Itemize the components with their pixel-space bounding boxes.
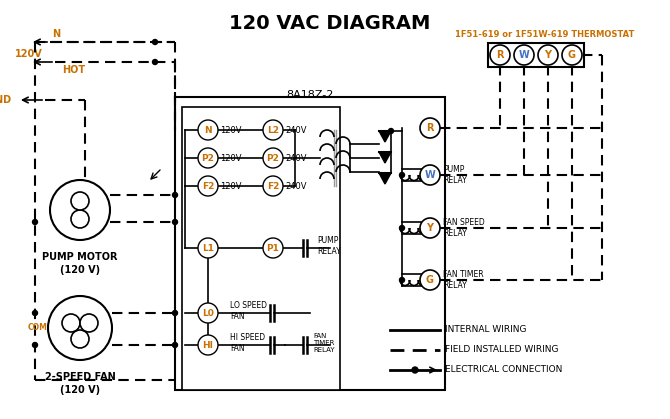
Text: Y: Y (545, 50, 551, 60)
Circle shape (412, 367, 418, 373)
Text: N: N (52, 29, 60, 39)
Text: 1F51-619 or 1F51W-619 THERMOSTAT: 1F51-619 or 1F51W-619 THERMOSTAT (456, 30, 634, 39)
Text: G: G (568, 50, 576, 60)
Circle shape (198, 335, 218, 355)
Circle shape (50, 180, 110, 240)
Text: N: N (204, 126, 212, 134)
Circle shape (71, 330, 89, 348)
Circle shape (172, 220, 178, 225)
Text: PUMP
RELAY: PUMP RELAY (317, 236, 341, 256)
Text: R: R (426, 123, 433, 133)
Text: HI SPEED
FAN: HI SPEED FAN (230, 333, 265, 353)
Circle shape (263, 238, 283, 258)
Bar (488, 43, 584, 67)
Text: R: R (496, 50, 504, 60)
Text: 120V: 120V (220, 153, 241, 163)
Text: 240V: 240V (285, 153, 306, 163)
Circle shape (48, 296, 112, 360)
Text: L2: L2 (267, 126, 279, 134)
Text: LO: LO (68, 334, 78, 340)
Text: 8A18Z-2: 8A18Z-2 (286, 90, 334, 100)
Text: COM: COM (28, 323, 48, 333)
Circle shape (62, 314, 80, 332)
Circle shape (198, 303, 218, 323)
Text: 120 VAC DIAGRAM: 120 VAC DIAGRAM (229, 14, 431, 33)
Circle shape (399, 173, 405, 178)
Circle shape (399, 277, 405, 282)
Circle shape (198, 176, 218, 196)
Text: G: G (426, 275, 434, 285)
Circle shape (263, 148, 283, 168)
Text: FAN TIMER
RELAY: FAN TIMER RELAY (443, 270, 484, 290)
Text: LO SPEED
FAN: LO SPEED FAN (230, 301, 267, 321)
Text: F2: F2 (202, 181, 214, 191)
Text: HI: HI (85, 320, 93, 326)
Text: W: W (425, 170, 436, 180)
Bar (175, 97, 445, 390)
Circle shape (153, 59, 157, 65)
Circle shape (172, 342, 178, 347)
Circle shape (71, 210, 89, 228)
Circle shape (399, 225, 405, 230)
Text: 120V: 120V (220, 126, 241, 134)
Circle shape (153, 39, 157, 44)
Text: 240V: 240V (285, 126, 306, 134)
Text: 120V: 120V (220, 181, 241, 191)
Text: ELECTRICAL CONNECTION: ELECTRICAL CONNECTION (445, 365, 562, 375)
Text: W: W (519, 50, 529, 60)
Text: HOT: HOT (62, 65, 85, 75)
Bar (182, 107, 340, 390)
Polygon shape (379, 152, 391, 163)
Text: P2: P2 (267, 153, 279, 163)
Text: F2: F2 (267, 181, 279, 191)
Circle shape (33, 310, 38, 316)
Text: 2-SPEED FAN
(120 V): 2-SPEED FAN (120 V) (45, 372, 115, 395)
Text: FIELD INSTALLED WIRING: FIELD INSTALLED WIRING (445, 346, 559, 354)
Circle shape (490, 45, 510, 65)
Circle shape (198, 148, 218, 168)
Circle shape (33, 342, 38, 347)
Circle shape (263, 176, 283, 196)
Text: 120V: 120V (15, 49, 43, 59)
Text: L0: L0 (202, 308, 214, 318)
Circle shape (420, 218, 440, 238)
Circle shape (71, 192, 89, 210)
Polygon shape (379, 131, 391, 142)
Circle shape (538, 45, 558, 65)
Polygon shape (379, 173, 391, 184)
Circle shape (263, 120, 283, 140)
Text: HI: HI (202, 341, 214, 349)
Circle shape (420, 270, 440, 290)
Text: PUMP MOTOR
(120 V): PUMP MOTOR (120 V) (42, 252, 118, 275)
Circle shape (80, 314, 98, 332)
Text: FAN SPEED
RELAY: FAN SPEED RELAY (443, 218, 485, 238)
Text: P2: P2 (202, 153, 214, 163)
Circle shape (420, 165, 440, 185)
Circle shape (420, 118, 440, 138)
Text: Y: Y (427, 223, 433, 233)
Circle shape (562, 45, 582, 65)
Circle shape (172, 192, 178, 197)
Text: PUMP
RELAY: PUMP RELAY (443, 165, 467, 185)
Text: FAN
TIMER
RELAY: FAN TIMER RELAY (313, 333, 334, 354)
Circle shape (33, 220, 38, 225)
Text: L1: L1 (202, 243, 214, 253)
Text: GND: GND (0, 95, 12, 105)
Text: 240V: 240V (285, 181, 306, 191)
Circle shape (514, 45, 534, 65)
Text: INTERNAL WIRING: INTERNAL WIRING (445, 326, 527, 334)
Circle shape (198, 120, 218, 140)
Text: P1: P1 (267, 243, 279, 253)
Circle shape (172, 310, 178, 316)
Circle shape (389, 129, 393, 134)
Circle shape (198, 238, 218, 258)
